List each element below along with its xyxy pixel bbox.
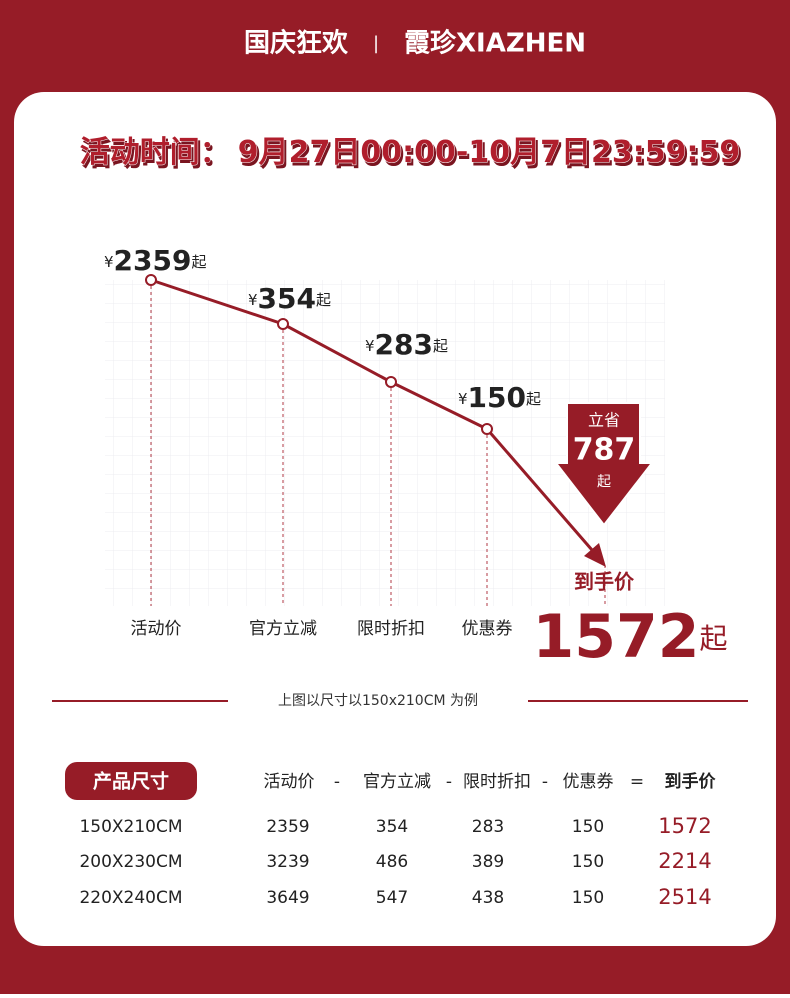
- table-cell: 200X230CM: [79, 852, 182, 872]
- step-price: ¥150起: [458, 381, 541, 414]
- table-header: -: [334, 772, 340, 792]
- table-header-pill: [65, 762, 197, 800]
- saving-unit: 起: [597, 474, 611, 490]
- currency: ¥: [248, 291, 258, 309]
- price: 283: [375, 328, 433, 361]
- note: 上图以尺寸以150x210CM 为例: [278, 693, 478, 709]
- table-header: -: [446, 772, 452, 792]
- table-cell: 486: [376, 852, 408, 872]
- currency: ¥: [365, 337, 375, 355]
- unit: 起: [526, 390, 541, 408]
- table-cell: 2514: [658, 885, 711, 909]
- final-price: 1572起: [532, 602, 727, 672]
- step-price: ¥2359起: [104, 244, 207, 277]
- drop-lines: [150, 280, 606, 606]
- price: 150: [468, 381, 526, 414]
- price: 2359: [114, 244, 192, 277]
- table-cell: 354: [376, 817, 408, 837]
- unit: 起: [316, 291, 331, 309]
- table-header: 活动价: [264, 772, 315, 792]
- table-header: 优惠券: [563, 772, 614, 792]
- table-cell: 220X240CM: [79, 888, 182, 908]
- trend-arrow: [584, 543, 606, 567]
- final-label: 到手价: [574, 570, 635, 594]
- currency: ¥: [104, 253, 114, 271]
- table-cell: 438: [472, 888, 504, 908]
- table-cell: 3649: [266, 888, 309, 908]
- final-price-value: 1572: [532, 602, 699, 672]
- table-cell: 389: [472, 852, 504, 872]
- final-unit: 起: [699, 622, 727, 655]
- saving-arrow: [553, 402, 655, 527]
- unit: 起: [191, 253, 206, 271]
- table-header: 官方立减: [363, 772, 431, 792]
- saving-amount: 787: [573, 433, 636, 468]
- unit: 起: [433, 337, 448, 355]
- table-header: 限时折扣: [463, 772, 531, 792]
- table-cell: 150X210CM: [79, 817, 182, 837]
- price: 354: [258, 282, 316, 315]
- table-cell: 150: [572, 817, 604, 837]
- points: [145, 274, 493, 435]
- step-price: ¥354起: [248, 282, 331, 315]
- table-header: 到手价: [665, 771, 717, 792]
- table-cell: 283: [472, 817, 504, 837]
- header-divider: |: [373, 33, 379, 54]
- table-cell: 2359: [266, 817, 309, 837]
- table-cell: 3239: [266, 852, 309, 872]
- table-header: =: [630, 772, 644, 792]
- table-header: -: [542, 772, 548, 792]
- table-header: 产品尺寸: [93, 770, 169, 793]
- step-label: 活动价: [131, 619, 182, 639]
- header-brand: 霞珍XIAZHEN: [404, 28, 586, 59]
- step-label: 限时折扣: [357, 619, 425, 639]
- table-cell: 150: [572, 888, 604, 908]
- table-cell: 1572: [658, 814, 711, 838]
- event-label: 活动时间：: [80, 135, 230, 170]
- table-cell: 547: [376, 888, 408, 908]
- step-label: 官方立减: [249, 619, 317, 639]
- event-time: 活动时间： 9月27日00:00-10月7日23:59:59: [80, 135, 740, 170]
- step-label: 优惠券: [462, 619, 513, 639]
- header-left: 国庆狂欢: [244, 28, 349, 59]
- currency: ¥: [458, 390, 468, 408]
- table-cell: 2214: [658, 849, 711, 873]
- saving-top: 立省: [588, 411, 620, 430]
- event-time-value: 9月27日00:00-10月7日23:59:59: [238, 135, 740, 170]
- step-price: ¥283起: [365, 328, 448, 361]
- table-cell: 150: [572, 852, 604, 872]
